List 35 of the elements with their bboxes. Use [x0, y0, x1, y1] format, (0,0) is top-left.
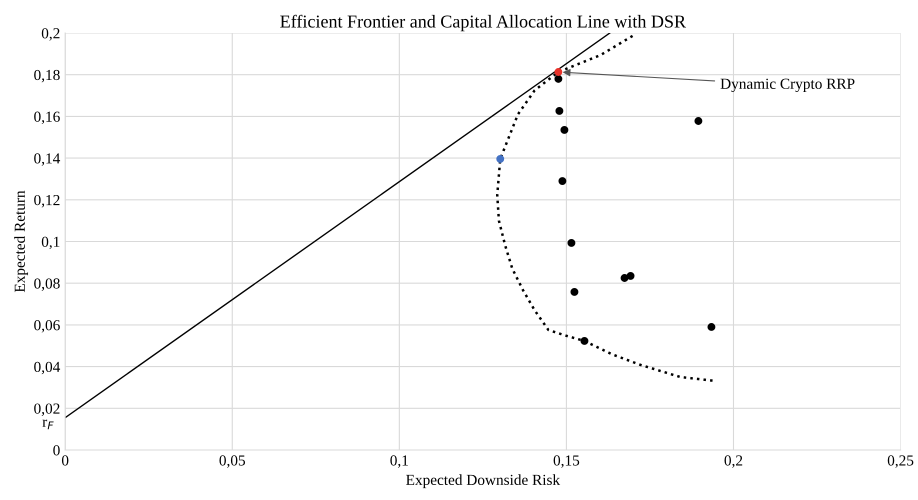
y-tick-label: 0,16: [34, 112, 60, 124]
x-tick-label: 0: [62, 455, 68, 466]
point: [580, 337, 588, 345]
point: [554, 74, 562, 83]
point: [570, 288, 578, 296]
y-tick-label: 0,12: [34, 194, 60, 208]
y-tick-label: 0,14: [34, 153, 60, 166]
annotation: r$_{F}$: [42, 420, 54, 430]
point: [567, 239, 576, 247]
x-tick-label: 0,25: [888, 455, 914, 468]
point: [707, 323, 716, 331]
y-tick-label: 0,04: [34, 362, 60, 374]
point: [620, 274, 628, 282]
x-tick-label: 0,1: [390, 455, 408, 468]
y-axis-title: Expected Return: [14, 190, 28, 292]
point: [554, 68, 562, 76]
annotation: Dynamic Crypto RRP: [720, 78, 854, 92]
y-tick-label: 0,1: [42, 236, 60, 250]
x-tick-label: 0,15: [554, 455, 580, 468]
x-tick-label: 0,2: [724, 455, 742, 468]
point: [555, 107, 564, 115]
y-tick-label: 0,2: [42, 28, 60, 41]
y-tick-label: 0,02: [34, 403, 60, 416]
y-tick-label: 0: [53, 445, 60, 456]
x-axis-title: Expected Downside Risk: [406, 474, 560, 488]
point: [560, 126, 568, 134]
point: [558, 177, 566, 185]
point: [626, 272, 635, 280]
point: [496, 154, 504, 163]
point: [694, 117, 702, 125]
y-tick-label: 0,18: [34, 70, 60, 82]
y-tick-label: 0,08: [34, 278, 60, 291]
x-tick-label: 0,05: [219, 455, 246, 468]
chart-title: Efficient Frontier and Capital Allocation Line with DSR: [280, 14, 686, 32]
y-tick-label: 0,06: [34, 320, 60, 333]
